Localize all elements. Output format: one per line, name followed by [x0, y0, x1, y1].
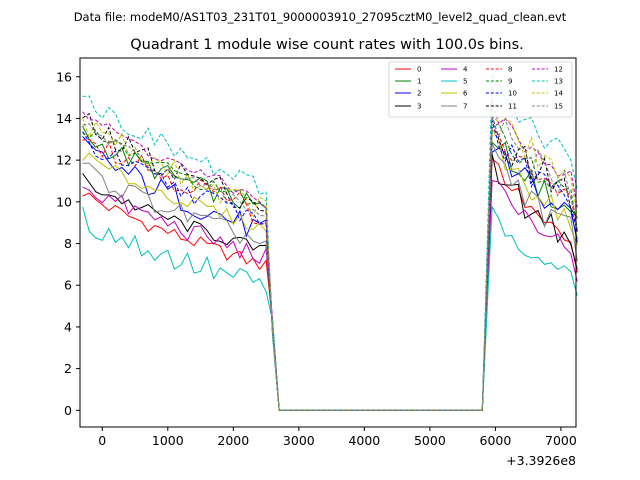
- legend-box: [388, 61, 573, 118]
- figure-suptitle: Data file: modeM0/AS1T03_231T01_90000039…: [74, 10, 567, 24]
- x-tick-label: 7000: [545, 433, 577, 448]
- y-axis: 0 2 4 6 8 10 12 14 16: [56, 69, 80, 418]
- legend-label-9: 9: [508, 78, 512, 86]
- legend-label-0: 0: [417, 66, 421, 74]
- legend-label-15: 15: [554, 103, 563, 111]
- y-tick-label: 4: [64, 319, 72, 334]
- legend-label-1: 1: [417, 78, 421, 86]
- series-line-10: [82, 118, 578, 411]
- legend-label-11: 11: [508, 103, 517, 111]
- x-tick-label: 3000: [283, 433, 315, 448]
- legend-label-6: 6: [463, 90, 468, 98]
- x-offset-label: +3.3926e8: [506, 453, 576, 468]
- legend-label-12: 12: [554, 66, 563, 74]
- legend-label-7: 7: [463, 103, 467, 111]
- series-line-15: [82, 117, 578, 411]
- y-tick-label: 8: [64, 236, 72, 251]
- x-tick-label: 1000: [152, 433, 184, 448]
- y-tick-label: 6: [64, 278, 72, 293]
- legend-label-2: 2: [417, 90, 421, 98]
- x-tick-label: 2000: [217, 433, 249, 448]
- legend-label-10: 10: [508, 90, 517, 98]
- y-tick-label: 16: [56, 69, 72, 84]
- legend-label-14: 14: [554, 90, 563, 98]
- y-tick-label: 0: [64, 403, 72, 418]
- y-tick-label: 10: [56, 194, 72, 209]
- x-tick-label: 0: [98, 433, 106, 448]
- legend-label-5: 5: [463, 78, 467, 86]
- legend-label-8: 8: [508, 66, 512, 74]
- y-tick-label: 2: [64, 361, 72, 376]
- plot-frame: [79, 57, 577, 428]
- y-tick-label: 12: [56, 153, 72, 168]
- legend-label-4: 4: [463, 66, 468, 74]
- x-tick-label: 5000: [414, 433, 446, 448]
- x-tick-label: 6000: [480, 433, 512, 448]
- x-axis: 0 1000 2000 3000 4000 5000 6000 7000: [98, 427, 577, 448]
- x-tick-label: 4000: [348, 433, 380, 448]
- y-tick-label: 14: [56, 111, 72, 126]
- chart-title: Quadrant 1 module wise count rates with …: [130, 37, 524, 53]
- legend-label-13: 13: [554, 78, 563, 86]
- legend-label-3: 3: [417, 103, 421, 111]
